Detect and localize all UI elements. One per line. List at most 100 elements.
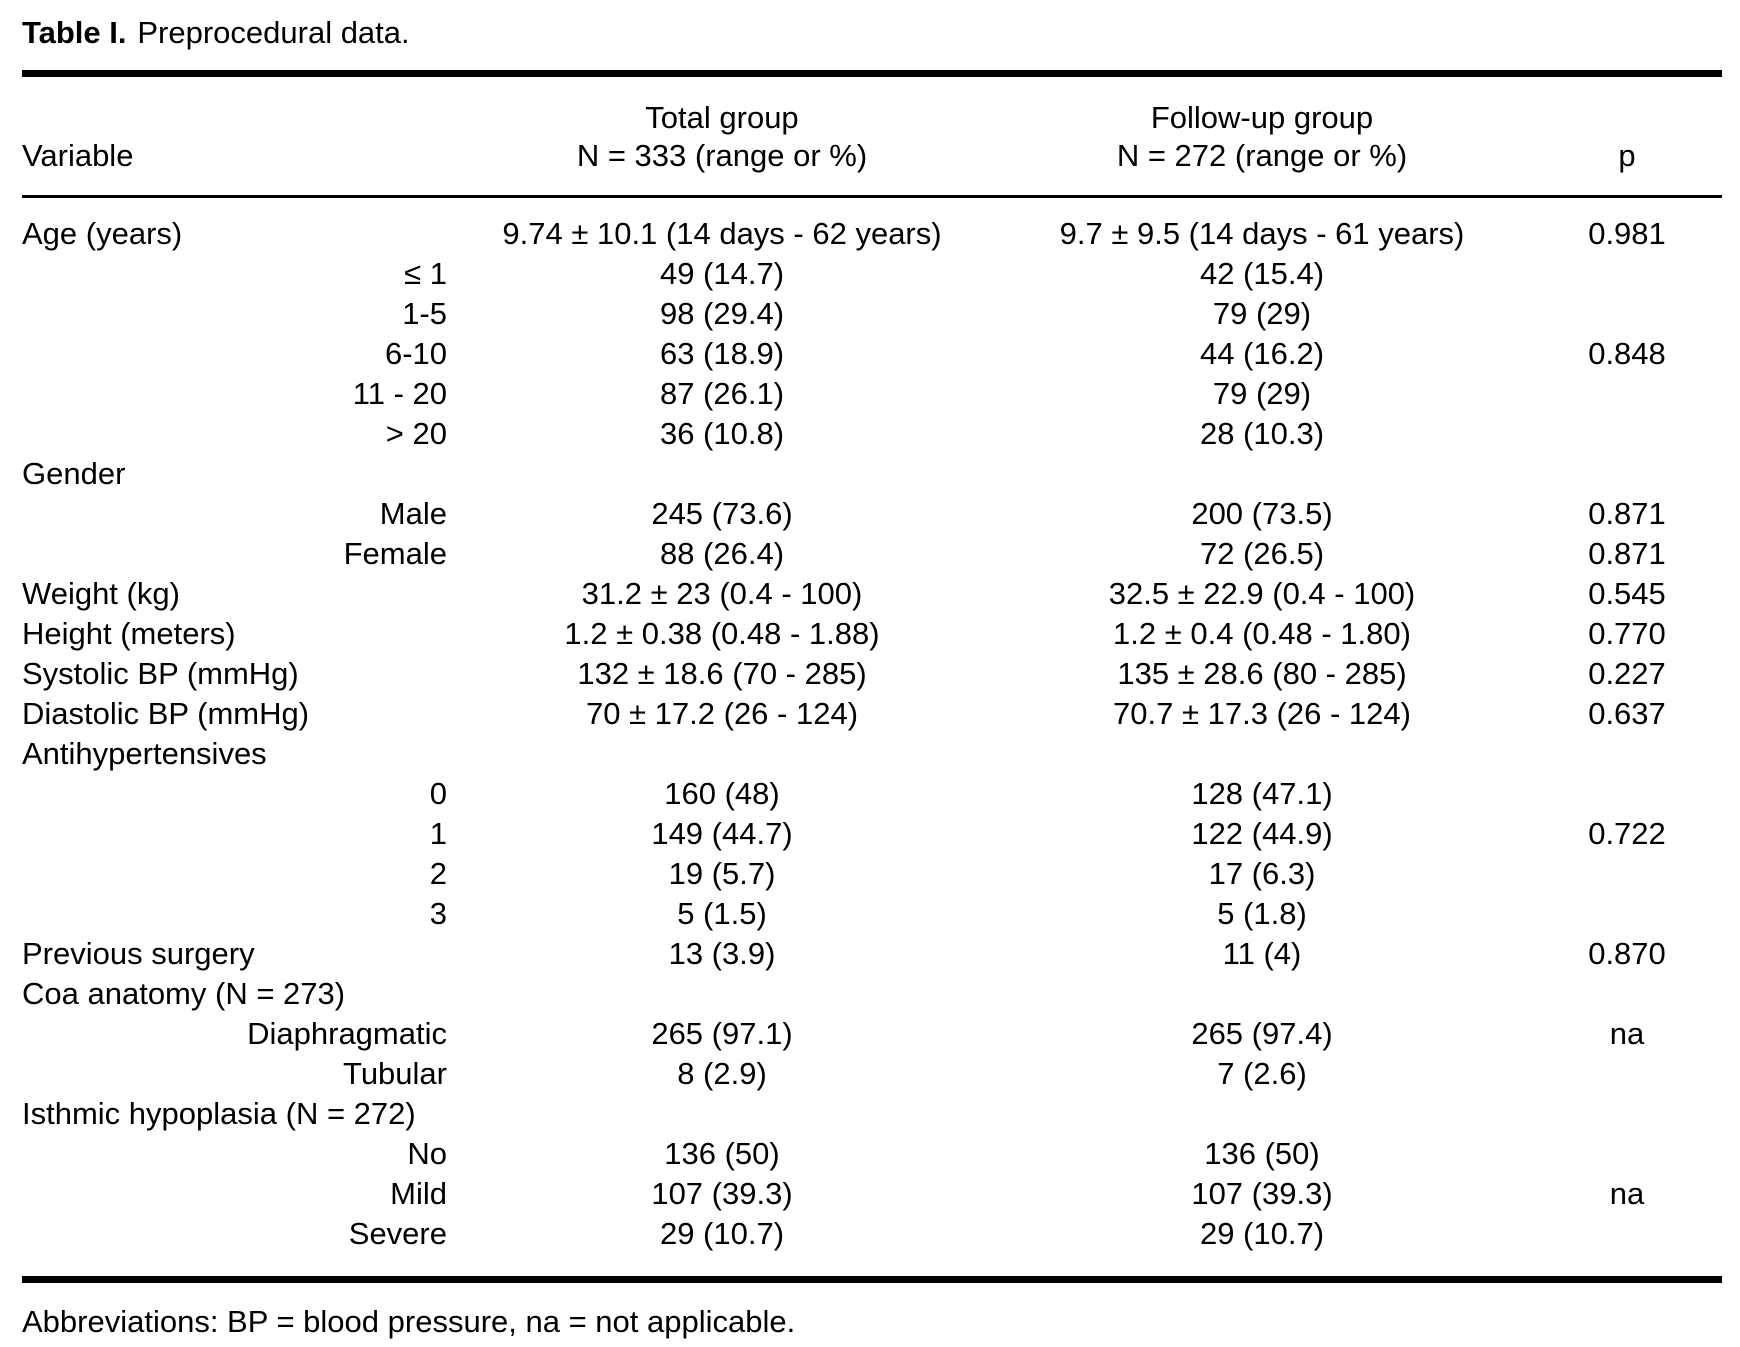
followup-group-value: 265 (97.4) xyxy=(1191,1016,1333,1051)
total-group-value: 36 (10.8) xyxy=(659,416,785,451)
row-label: Isthmic hypoplasia (N = 272) xyxy=(22,1096,416,1131)
table-title-text: Preprocedural data. xyxy=(137,15,410,50)
p-value xyxy=(1532,894,1722,934)
header-row: Variable Total group N = 333 (range or %… xyxy=(22,74,1722,197)
followup-group-value: 28 (10.3) xyxy=(1199,416,1325,451)
abbreviations-note: Abbreviations: BP = blood pressure, na =… xyxy=(22,1304,796,1339)
table-row: No 136 (50) 136 (50) xyxy=(22,1134,1722,1174)
table-row: Severe 29 (10.7) 29 (10.7) xyxy=(22,1214,1722,1280)
table-row: 11 - 20 87 (26.1) 79 (29) xyxy=(22,374,1722,414)
row-label: Diastolic BP (mmHg) xyxy=(22,696,310,731)
followup-group-value: 107 (39.3) xyxy=(1191,1176,1333,1211)
total-group-value: 5 (1.5) xyxy=(677,896,767,931)
followup-group-value: 9.7 ± 9.5 (14 days - 61 years) xyxy=(1059,216,1465,251)
total-group-value: 132 ± 18.6 (70 - 285) xyxy=(577,656,867,691)
p-value: 0.637 xyxy=(1588,696,1666,731)
header-total-group-line2: N = 333 (range or %) xyxy=(576,138,868,173)
p-value: 0.871 xyxy=(1588,496,1666,531)
total-group-value: 8 (2.9) xyxy=(677,1056,767,1091)
p-value xyxy=(1532,414,1722,454)
header-followup-group-line1: Follow-up group xyxy=(1150,100,1374,135)
p-value: 0.870 xyxy=(1588,936,1666,971)
total-group-value xyxy=(452,974,992,1014)
row-sublabel: No xyxy=(407,1136,447,1171)
total-group-value xyxy=(452,734,992,774)
followup-group-value: 79 (29) xyxy=(1212,296,1312,331)
table-title-label: Table I. xyxy=(22,15,127,50)
followup-group-value: 5 (1.8) xyxy=(1217,896,1307,931)
row-sublabel: 2 xyxy=(429,856,447,891)
header-total-group: Total group N = 333 (range or %) xyxy=(452,74,992,197)
table-row: Previous surgery 13 (3.9) 11 (4) 0.870 xyxy=(22,934,1722,974)
followup-group-value: 200 (73.5) xyxy=(1191,496,1333,531)
table-body: Age (years) 9.74 ± 10.1 (14 days - 62 yea… xyxy=(22,197,1722,1280)
table-row: > 20 36 (10.8) 28 (10.3) xyxy=(22,414,1722,454)
total-group-value: 63 (18.9) xyxy=(659,336,785,371)
p-value: 0.770 xyxy=(1588,616,1666,651)
total-group-value: 136 (50) xyxy=(664,1136,780,1171)
followup-group-value: 29 (10.7) xyxy=(1199,1216,1325,1251)
total-group-value: 88 (26.4) xyxy=(659,536,785,571)
p-value: 0.545 xyxy=(1588,576,1666,611)
followup-group-value: 128 (47.1) xyxy=(1191,776,1333,811)
row-label: Gender xyxy=(22,456,126,491)
row-sublabel: 0 xyxy=(429,776,447,811)
followup-group-value: 72 (26.5) xyxy=(1199,536,1325,571)
table-row: ≤ 1 49 (14.7) 42 (15.4) xyxy=(22,254,1722,294)
followup-group-value xyxy=(992,734,1532,774)
followup-group-value: 11 (4) xyxy=(1222,936,1302,971)
total-group-value: 29 (10.7) xyxy=(659,1216,785,1251)
p-value xyxy=(1532,454,1722,494)
total-group-value: 245 (73.6) xyxy=(651,496,793,531)
total-group-value: 149 (44.7) xyxy=(651,816,793,851)
followup-group-value: 79 (29) xyxy=(1212,376,1312,411)
row-label: Antihypertensives xyxy=(22,736,267,771)
table-row: 3 5 (1.5) 5 (1.8) xyxy=(22,894,1722,934)
header-p-value: p xyxy=(1618,138,1636,173)
p-value: 0.871 xyxy=(1588,536,1666,571)
p-value xyxy=(1532,294,1722,334)
row-label: Weight (kg) xyxy=(22,576,180,611)
followup-group-value: 32.5 ± 22.9 (0.4 - 100) xyxy=(1108,576,1416,611)
row-sublabel: 6-10 xyxy=(384,336,447,371)
header-followup-group: Follow-up group N = 272 (range or %) xyxy=(992,74,1532,197)
p-value xyxy=(1532,374,1722,414)
row-label: Age (years) xyxy=(22,216,183,251)
table-header: Variable Total group N = 333 (range or %… xyxy=(22,74,1722,197)
followup-group-value xyxy=(992,974,1532,1014)
followup-group-value: 44 (16.2) xyxy=(1199,336,1325,371)
table-row: Systolic BP (mmHg) 132 ± 18.6 (70 - 285) 1… xyxy=(22,654,1722,694)
p-value: na xyxy=(1609,1176,1645,1211)
table-row: Female 88 (26.4) 72 (26.5) 0.871 xyxy=(22,534,1722,574)
preprocedural-data-table: Variable Total group N = 333 (range or %… xyxy=(22,70,1722,1283)
table-row: 2 19 (5.7) 17 (6.3) xyxy=(22,854,1722,894)
row-sublabel: Mild xyxy=(390,1176,447,1211)
row-sublabel: Male xyxy=(379,496,447,531)
row-sublabel: 11 - 20 xyxy=(352,376,447,411)
table-row: Gender xyxy=(22,454,1722,494)
row-label: Height (meters) xyxy=(22,616,236,651)
table-row: 6-10 63 (18.9) 44 (16.2) 0.848 xyxy=(22,334,1722,374)
p-value xyxy=(1532,254,1722,294)
total-group-value xyxy=(452,454,992,494)
table-row: Age (years) 9.74 ± 10.1 (14 days - 62 yea… xyxy=(22,197,1722,255)
total-group-value: 49 (14.7) xyxy=(659,256,785,291)
total-group-value: 70 ± 17.2 (26 - 124) xyxy=(585,696,859,731)
followup-group-value: 135 ± 28.6 (80 - 285) xyxy=(1117,656,1407,691)
p-value xyxy=(1532,734,1722,774)
total-group-value: 19 (5.7) xyxy=(668,856,776,891)
table-row: Male 245 (73.6) 200 (73.5) 0.871 xyxy=(22,494,1722,534)
row-sublabel: 1-5 xyxy=(402,296,447,331)
p-value: 0.722 xyxy=(1588,816,1666,851)
followup-group-value: 122 (44.9) xyxy=(1191,816,1333,851)
followup-group-value: 1.2 ± 0.4 (0.48 - 1.80) xyxy=(1113,616,1411,651)
row-label: Previous surgery xyxy=(22,936,255,971)
table-title: Table I. Preprocedural data. xyxy=(22,14,1720,52)
followup-group-value: 70.7 ± 17.3 (26 - 124) xyxy=(1113,696,1411,731)
header-variable: Variable xyxy=(22,138,134,173)
row-sublabel: Female xyxy=(343,536,447,571)
p-value xyxy=(1532,1094,1722,1134)
row-sublabel: Tubular xyxy=(343,1056,447,1091)
followup-group-value: 136 (50) xyxy=(1204,1136,1320,1171)
table-row: Isthmic hypoplasia (N = 272) xyxy=(22,1094,1722,1134)
